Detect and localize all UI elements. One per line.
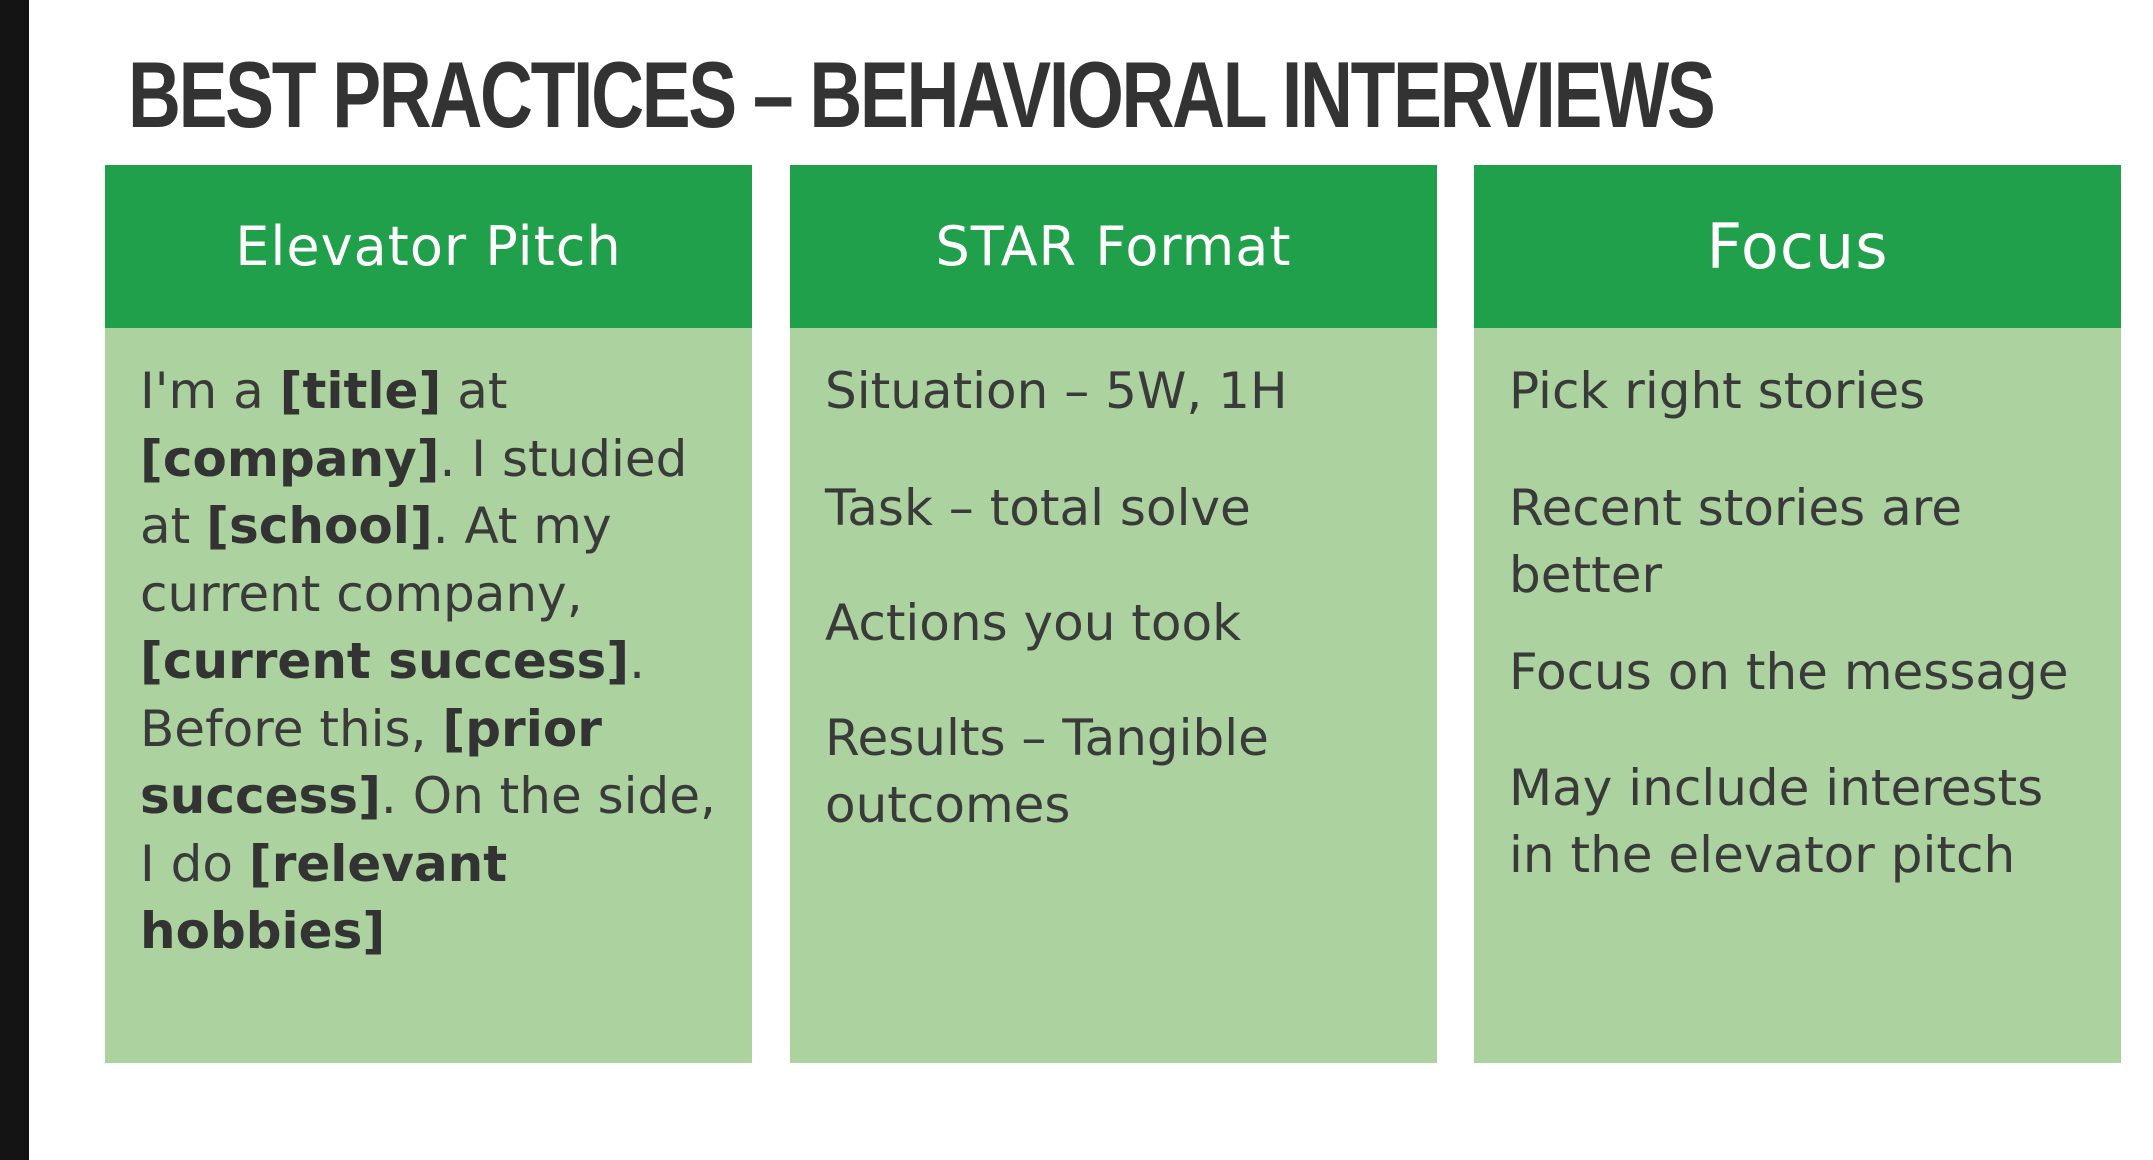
column-body: I'm a [title] at [company]. I studied at…: [105, 328, 752, 1063]
pitch-placeholder: [company]: [140, 429, 440, 488]
column-body: Pick right stories Recent stories are be…: [1474, 328, 2121, 1063]
pitch-text-segment: . On the side, I do: [140, 767, 716, 893]
star-item-results: Results – Tangible outcomes: [825, 709, 1269, 834]
focus-item: Pick right stories: [1509, 362, 1926, 420]
pitch-placeholder: [current success]: [140, 632, 630, 690]
elevator-pitch-text: I'm a [title] at [company]. I studied at…: [140, 328, 718, 966]
focus-item: Recent stories are better: [1509, 479, 1962, 604]
pitch-text-segment: at: [441, 362, 508, 420]
elevator-pitch-column: Elevator Pitch I'm a [title] at [company…: [105, 165, 752, 1063]
star-format-column: STAR Format Situation – 5W, 1H Task – to…: [790, 165, 1437, 1063]
star-item-situation: Situation – 5W, 1H: [825, 362, 1288, 420]
focus-item: Focus on the message: [1509, 643, 2069, 701]
column-header: Focus: [1474, 165, 2121, 328]
focus-column: Focus Pick right stories Recent stories …: [1474, 165, 2121, 1063]
star-item-task: Task – total solve: [825, 479, 1251, 537]
pitch-text-segment: . At my current company,: [140, 497, 612, 623]
column-header: STAR Format: [790, 165, 1437, 328]
pitch-placeholder: [school]: [206, 497, 433, 555]
focus-item: May include interests in the elevator pi…: [1509, 759, 2044, 884]
pitch-placeholder: [relevant hobbies]: [140, 834, 508, 961]
star-item-actions: Actions you took: [825, 594, 1242, 652]
pitch-placeholder: [prior success]: [140, 699, 602, 826]
column-body: Situation – 5W, 1H Task – total solve Ac…: [790, 328, 1437, 1063]
slide-title: BEST PRACTICES – BEHAVIORAL INTERVIEWS: [128, 42, 1716, 147]
pitch-placeholder: [title]: [279, 362, 442, 420]
left-edge-bar: [0, 0, 29, 1160]
column-header: Elevator Pitch: [105, 165, 752, 328]
pitch-text-segment: I'm a: [140, 362, 280, 420]
pitch-text-segment: . I studied at: [140, 429, 688, 556]
pitch-text-segment: . Before this,: [140, 632, 646, 758]
